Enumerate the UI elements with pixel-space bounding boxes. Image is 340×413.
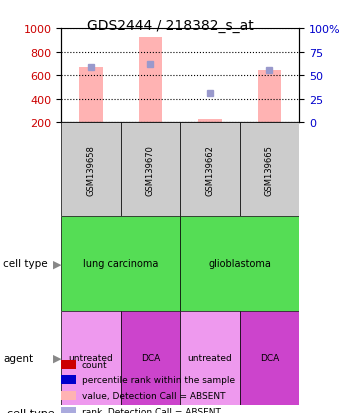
Text: rank, Detection Call = ABSENT: rank, Detection Call = ABSENT — [82, 407, 220, 413]
Text: DCA: DCA — [141, 353, 160, 362]
FancyBboxPatch shape — [121, 123, 180, 217]
Text: GSM139658: GSM139658 — [86, 145, 96, 195]
Text: value, Detection Call = ABSENT: value, Detection Call = ABSENT — [82, 391, 225, 400]
Text: DCA: DCA — [260, 353, 279, 362]
FancyBboxPatch shape — [180, 311, 240, 405]
Bar — [257, 71, 281, 123]
FancyBboxPatch shape — [180, 123, 240, 217]
Bar — [79, 68, 103, 123]
FancyBboxPatch shape — [61, 311, 121, 405]
Text: count: count — [82, 360, 107, 369]
Text: untreated: untreated — [188, 353, 232, 362]
Bar — [138, 38, 163, 123]
Bar — [198, 119, 222, 123]
Text: GSM139665: GSM139665 — [265, 145, 274, 195]
Text: ▶: ▶ — [53, 353, 61, 363]
Text: glioblastoma: glioblastoma — [208, 259, 271, 269]
FancyBboxPatch shape — [121, 311, 180, 405]
Text: lung carcinoma: lung carcinoma — [83, 259, 158, 269]
Text: percentile rank within the sample: percentile rank within the sample — [82, 375, 235, 385]
FancyBboxPatch shape — [240, 311, 299, 405]
Text: GSM139670: GSM139670 — [146, 145, 155, 195]
Text: untreated: untreated — [69, 353, 113, 362]
Text: cell type: cell type — [3, 259, 48, 269]
FancyBboxPatch shape — [180, 217, 299, 311]
Text: cell type: cell type — [7, 408, 54, 413]
FancyBboxPatch shape — [240, 123, 299, 217]
Text: ▶: ▶ — [53, 259, 61, 269]
FancyBboxPatch shape — [61, 217, 180, 311]
Text: GDS2444 / 218382_s_at: GDS2444 / 218382_s_at — [87, 19, 253, 33]
Text: GSM139662: GSM139662 — [205, 145, 215, 195]
Text: agent: agent — [3, 353, 34, 363]
FancyBboxPatch shape — [61, 123, 121, 217]
